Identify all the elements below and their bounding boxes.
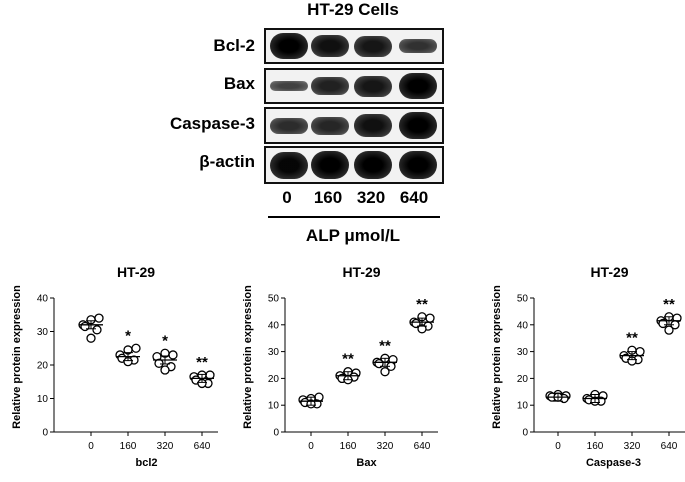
chart-title: HT-29	[590, 264, 628, 280]
blot-band	[311, 35, 349, 57]
data-point	[92, 325, 102, 335]
blot-row-label-bax: Bax	[223, 74, 255, 93]
blot-band	[311, 116, 349, 135]
blot-band	[270, 81, 308, 91]
significance-marker: **	[196, 354, 208, 371]
x-tick-label: 0	[88, 441, 94, 452]
y-tick-label: 30	[268, 347, 280, 358]
y-tick-label: 10	[37, 394, 49, 405]
significance-marker: **	[663, 296, 675, 313]
data-point	[658, 318, 668, 329]
x-axis-label: Bax	[356, 457, 377, 469]
blot-band	[354, 35, 392, 57]
blot-panel-bax	[264, 68, 444, 104]
y-tick-label: 40	[268, 320, 280, 331]
y-tick-label: 50	[517, 294, 529, 305]
blot-row-label-bcl2: Bcl-2	[213, 36, 255, 55]
x-tick-label: 160	[587, 441, 604, 452]
y-tick-label: 30	[37, 327, 49, 338]
y-axis-label: Relative protein expression	[242, 285, 254, 429]
data-point	[635, 346, 645, 357]
data-point	[374, 359, 384, 369]
blot-band	[311, 77, 349, 95]
y-tick-label: 0	[273, 428, 279, 439]
blot-panel-actin	[264, 146, 444, 184]
lane-divider-line	[268, 216, 440, 218]
x-tick-label: 320	[624, 441, 641, 452]
blot-band	[354, 151, 392, 179]
y-tick-label: 10	[517, 401, 529, 412]
x-tick-label: 0	[555, 441, 561, 452]
blot-band	[399, 39, 437, 53]
x-tick-label: 640	[414, 441, 431, 452]
y-tick-label: 0	[522, 428, 528, 439]
x-tick-label: 160	[340, 441, 357, 452]
y-tick-label: 40	[37, 294, 49, 305]
blot-band	[399, 112, 437, 139]
x-tick-label: 640	[194, 441, 211, 452]
blot-band	[270, 117, 308, 134]
data-point	[380, 367, 390, 377]
data-point	[86, 333, 96, 343]
y-tick-label: 40	[517, 320, 529, 331]
data-point	[160, 365, 170, 375]
blot-panel-bcl2	[264, 28, 444, 64]
y-tick-label: 0	[42, 428, 48, 439]
y-tick-label: 10	[268, 401, 280, 412]
significance-marker: *	[125, 327, 131, 344]
y-tick-label: 30	[517, 347, 529, 358]
data-point	[425, 313, 435, 323]
x-axis-label: Caspase-3	[586, 457, 641, 469]
blot-row-label-actin: β-actin	[199, 152, 255, 171]
x-axis-label: bcl2	[135, 457, 157, 469]
lane-label-0: 0	[282, 188, 292, 207]
data-point	[94, 313, 104, 323]
x-tick-label: 640	[661, 441, 678, 452]
significance-marker: **	[379, 337, 391, 354]
blot-band	[270, 151, 308, 179]
significance-marker: **	[342, 351, 354, 368]
treatment-label: ALP μmol/L	[305, 226, 401, 245]
y-tick-label: 20	[268, 374, 280, 385]
data-point	[411, 318, 421, 329]
x-tick-label: 0	[308, 441, 314, 452]
data-point	[168, 350, 178, 360]
blot-band	[399, 73, 437, 99]
y-axis-label: Relative protein expression	[11, 285, 23, 429]
blot-band	[270, 33, 308, 59]
x-tick-label: 320	[157, 441, 174, 452]
blot-band	[399, 151, 437, 179]
x-tick-label: 320	[377, 441, 394, 452]
blot-title: HT-29 Cells	[307, 0, 399, 19]
blot-band	[311, 151, 349, 179]
y-axis-label: Relative protein expression	[491, 285, 503, 429]
lane-label-160: 160	[313, 188, 343, 207]
blot-band	[354, 114, 392, 137]
y-tick-label: 20	[517, 374, 529, 385]
y-tick-label: 50	[268, 294, 280, 305]
significance-marker: **	[416, 296, 428, 313]
data-point	[131, 343, 141, 353]
chart-title: HT-29	[342, 264, 380, 280]
data-point	[664, 325, 674, 335]
blot-row-label-caspase3: Caspase-3	[169, 114, 255, 133]
lane-label-640: 640	[399, 188, 429, 207]
significance-marker: *	[162, 332, 168, 349]
lane-label-320: 320	[356, 188, 386, 207]
significance-marker: **	[626, 329, 638, 346]
y-tick-label: 20	[37, 361, 49, 372]
blot-band	[354, 75, 392, 97]
x-tick-label: 160	[120, 441, 137, 452]
blot-panel-caspase3	[264, 107, 444, 144]
chart-title: HT-29	[117, 264, 155, 280]
